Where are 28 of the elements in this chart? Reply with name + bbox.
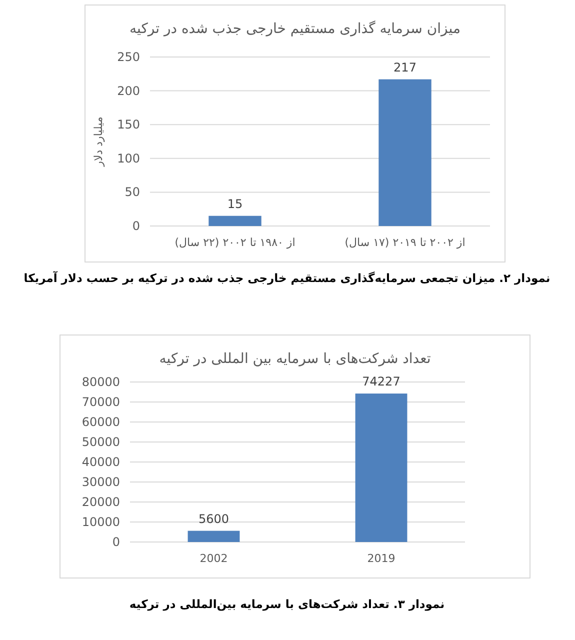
y-tick-label: 30000 [82,475,120,489]
y-tick-label: 70000 [82,395,120,409]
y-tick-label: 60000 [82,415,120,429]
y-tick-label: 200 [117,84,140,98]
chart-title: تعداد شرکت‌های با سرمایه بین المللی در ترکیه [159,351,431,367]
data-label: 217 [394,60,416,74]
y-tick-label: 250 [117,50,140,64]
y-tick-label: 50 [124,185,140,200]
text: نمودار ۲. میزان تجمعی سرمایه‌گذاری مستقیم خارجی جذب شده در ترکیه بر حسب دلار آمریکا [24,271,550,285]
y-tick-label: 0 [112,535,120,549]
y-tick-label: 10000 [82,515,120,529]
data-label: 74227 [362,374,400,389]
x-tick-label: از ۲۰۰۲ تا ۲۰۱۹ (۱۷ سال) [344,236,466,249]
y-tick-label: 50000 [82,435,120,449]
y-tick-label: 150 [117,118,140,132]
x-tick-label: 2002 [200,552,228,565]
x-tick-label: از ۱۹۸۰ تا ۲۰۰۲ (۲۲ سال) [174,236,296,249]
x-tick-label: 2019 [367,552,396,565]
y-tick-label: 80000 [82,375,120,389]
text: نمودار ۳. تعداد شرکت‌های با سرمایه بین‌المللی در ترکیه [129,597,445,611]
data-label: 15 [227,196,243,211]
y-tick-label: 100 [117,151,140,166]
y-axis-title: میلیارد دلار [92,116,105,168]
chart-title: میزان سرمایه گذاری مستقیم خارجی جذب شده در ترکیه [130,20,460,37]
data-label: 5600 [198,512,230,526]
y-tick-label: 40000 [82,455,120,469]
y-tick-label: 20000 [82,495,120,509]
y-tick-label: 0 [132,219,140,233]
